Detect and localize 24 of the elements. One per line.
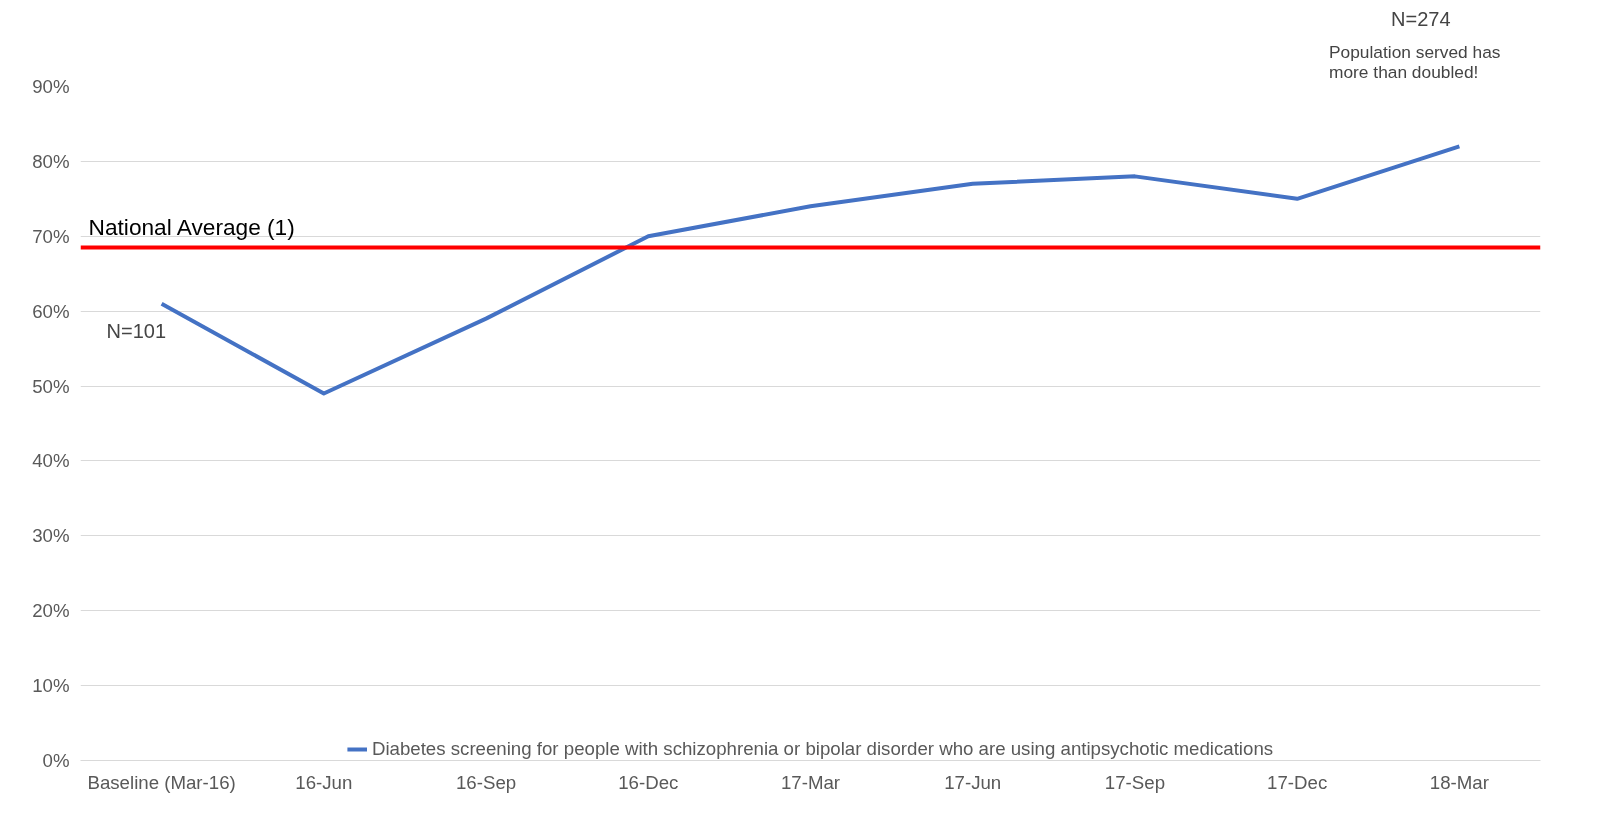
- y-tick-label: 0%: [42, 750, 70, 771]
- x-tick-label: 17-Jun: [944, 771, 1002, 793]
- annotation: N=101: [106, 319, 167, 342]
- y-tick-label: 50%: [32, 375, 70, 397]
- x-tick-label: 16-Jun: [295, 771, 353, 793]
- y-tick-label: 70%: [32, 225, 70, 247]
- y-tick-label: 10%: [32, 675, 70, 697]
- x-tick-label: 16-Sep: [455, 771, 517, 793]
- text: N=274: [1391, 7, 1451, 30]
- ref-line-label: National Average (1): [88, 213, 295, 240]
- x-tick-label: 18-Mar: [1429, 771, 1489, 793]
- y-tick-label: 80%: [32, 150, 70, 172]
- y-tick-label: 20%: [32, 600, 70, 622]
- x-tick-label: Baseline (Mar-16): [87, 771, 236, 793]
- y-tick-label: 30%: [32, 525, 70, 547]
- y-tick-label: 60%: [32, 300, 70, 322]
- y-tick-label: 40%: [32, 450, 70, 472]
- x-tick-label: 16-Dec: [618, 771, 679, 793]
- legend-label: Diabetes screening for people with schizophrenia or bipolar disorder who are using antipsychotic medications: [371, 738, 1274, 760]
- x-tick-label: 17-Dec: [1267, 771, 1328, 793]
- y-tick-label: 90%: [32, 76, 70, 97]
- x-tick-label: 17-Sep: [1104, 771, 1166, 793]
- x-tick-label: 17-Mar: [780, 771, 841, 793]
- text: Population served has more than doubled!: [1329, 41, 1501, 82]
